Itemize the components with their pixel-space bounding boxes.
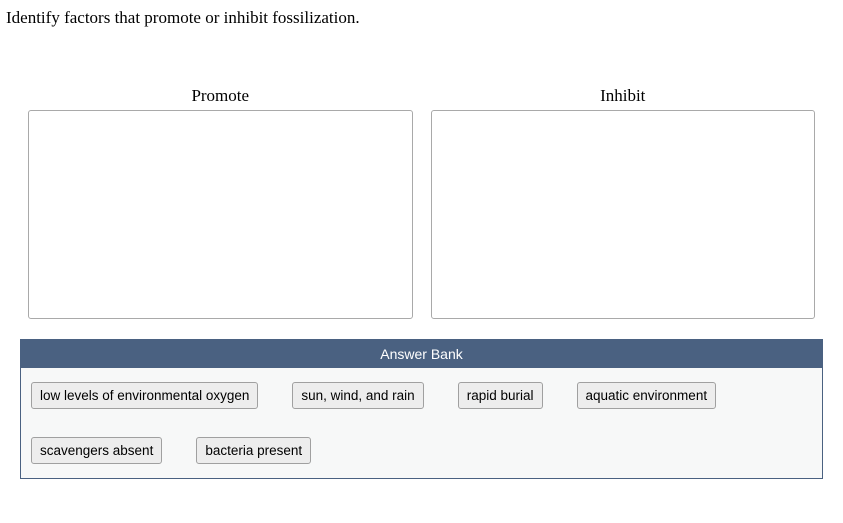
exercise-root: Identify factors that promote or inhibit… [0,0,843,479]
answer-bank: Answer Bank low levels of environmental … [20,339,823,479]
answer-chip[interactable]: bacteria present [196,437,311,464]
promote-dropzone[interactable] [28,110,413,319]
inhibit-bin-label: Inhibit [431,86,816,110]
promote-bin-label: Promote [28,86,413,110]
inhibit-bin: Inhibit [431,86,816,319]
promote-bin: Promote [28,86,413,319]
answer-chip[interactable]: low levels of environmental oxygen [31,382,258,409]
answer-bank-wrap: Answer Bank low levels of environmental … [0,319,843,479]
answer-chip[interactable]: scavengers absent [31,437,162,464]
question-text: Identify factors that promote or inhibit… [0,0,843,28]
answer-chip[interactable]: aquatic environment [577,382,717,409]
inhibit-dropzone[interactable] [431,110,816,319]
answer-bank-body: low levels of environmental oxygen sun, … [21,368,822,478]
answer-chip[interactable]: sun, wind, and rain [292,382,423,409]
answer-bank-title: Answer Bank [21,340,822,368]
drop-bins-row: Promote Inhibit [0,28,843,319]
answer-chip[interactable]: rapid burial [458,382,543,409]
